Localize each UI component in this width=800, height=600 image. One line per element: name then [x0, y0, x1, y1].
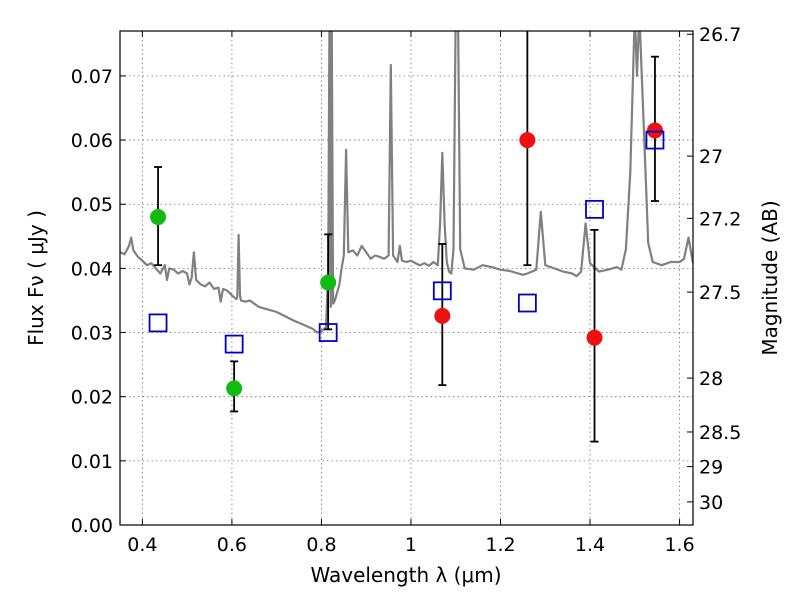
model-photometry-square — [148, 313, 168, 333]
x-tick-label: 1 — [405, 534, 417, 556]
red-detection-point — [586, 329, 603, 346]
x-tick-label: 1.2 — [485, 534, 515, 556]
x-tick-label: 1.6 — [664, 534, 694, 556]
model-photometry-square — [645, 130, 665, 150]
mag-tick-label: 27.2 — [699, 208, 741, 230]
x-tick-label: 0.4 — [127, 534, 157, 556]
green-detection-point — [150, 209, 167, 226]
mag-tick-label: 29 — [699, 457, 723, 479]
x-tick-label: 0.8 — [306, 534, 336, 556]
model-spectrum-layer — [120, 31, 693, 334]
y-tick-label: 0.06 — [71, 130, 113, 152]
y-tick-label: 0.07 — [71, 66, 113, 88]
red-detection-point — [519, 132, 536, 149]
green-detection-point — [226, 380, 243, 397]
model-photometry-square — [224, 334, 244, 354]
photometry-layer — [148, 31, 665, 443]
y-axis-right-label: Magnitude (AB) — [758, 200, 782, 355]
x-tick-label: 0.6 — [217, 534, 247, 556]
red-detection-point — [434, 307, 451, 324]
y-axis-label: Flux Fν ( μJy ) — [24, 210, 48, 346]
y-tick-label: 0.00 — [71, 515, 113, 537]
mag-tick-label: 30 — [699, 492, 723, 514]
grid-lines — [120, 31, 693, 525]
model-photometry-square — [517, 293, 537, 313]
x-axis-label: Wavelength λ (μm) — [310, 563, 501, 587]
y-tick-label: 0.05 — [71, 194, 113, 216]
mag-tick-label: 26.7 — [699, 24, 741, 46]
y-tick-label: 0.02 — [71, 387, 113, 409]
green-detection-point — [320, 274, 337, 291]
mag-tick-label: 28 — [699, 368, 723, 390]
model-photometry-square — [318, 323, 338, 342]
y-tick-label: 0.03 — [71, 323, 113, 345]
mag-tick-label: 27 — [699, 146, 723, 168]
x-tick-label: 1.4 — [575, 534, 605, 556]
axis-ticks: 0.4 0.6 0.8 1 1.2 1.4 1.6 0.00 0.01 0.02 0.03 0.04 0… — [71, 24, 742, 556]
y-tick-label: 0.04 — [71, 258, 113, 280]
plot-frame — [119, 30, 694, 526]
model-photometry-square — [432, 281, 452, 301]
model-spectrum-line — [120, 31, 693, 334]
red-detection-point — [646, 122, 663, 139]
model-photometry-square — [585, 199, 604, 219]
mag-tick-label: 28.5 — [699, 422, 741, 444]
mag-tick-label: 27.5 — [699, 282, 741, 304]
y-tick-label: 0.01 — [71, 451, 113, 473]
